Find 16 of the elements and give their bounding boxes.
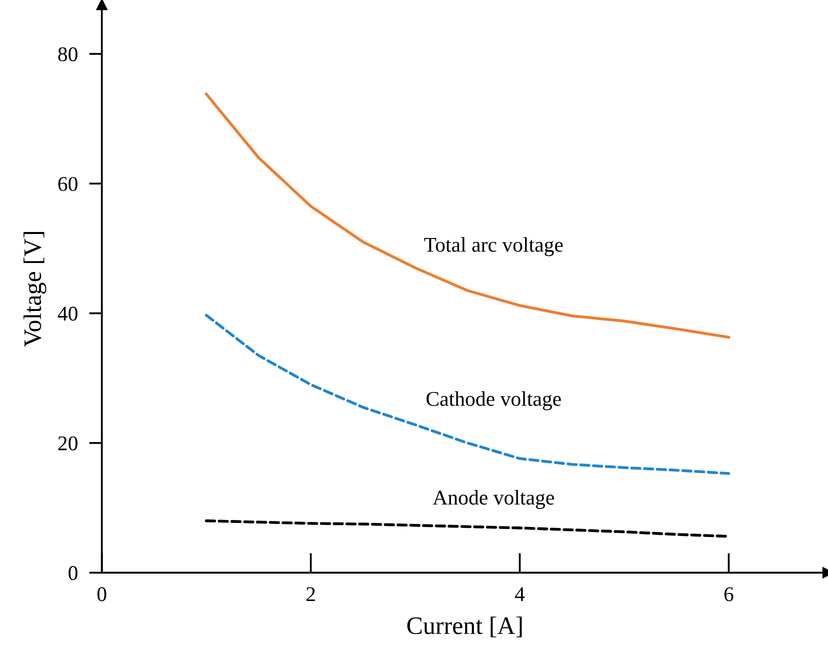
line-series: [204, 92, 730, 339]
x-tick-label: 6: [724, 587, 734, 602]
y-tick-label: 0: [68, 566, 78, 580]
series-label: Anode voltage: [432, 490, 554, 509]
y-tick-label: 20: [58, 436, 78, 450]
y-tick-label: 80: [58, 47, 78, 62]
x-axis-title: Current [A]: [407, 616, 522, 638]
x-tick-label: 2: [306, 587, 315, 602]
x-tick-label: 0: [97, 587, 106, 602]
x-tick-label: 4: [514, 587, 525, 602]
y-tick-label: 40: [58, 306, 78, 321]
y-tick-label: 60: [58, 176, 78, 192]
series-label: Total arc voltage: [424, 237, 563, 256]
line-series: [204, 314, 730, 475]
series-label: Cathode voltage: [426, 391, 561, 410]
y-axis-title: Voltage [V]: [24, 232, 46, 347]
